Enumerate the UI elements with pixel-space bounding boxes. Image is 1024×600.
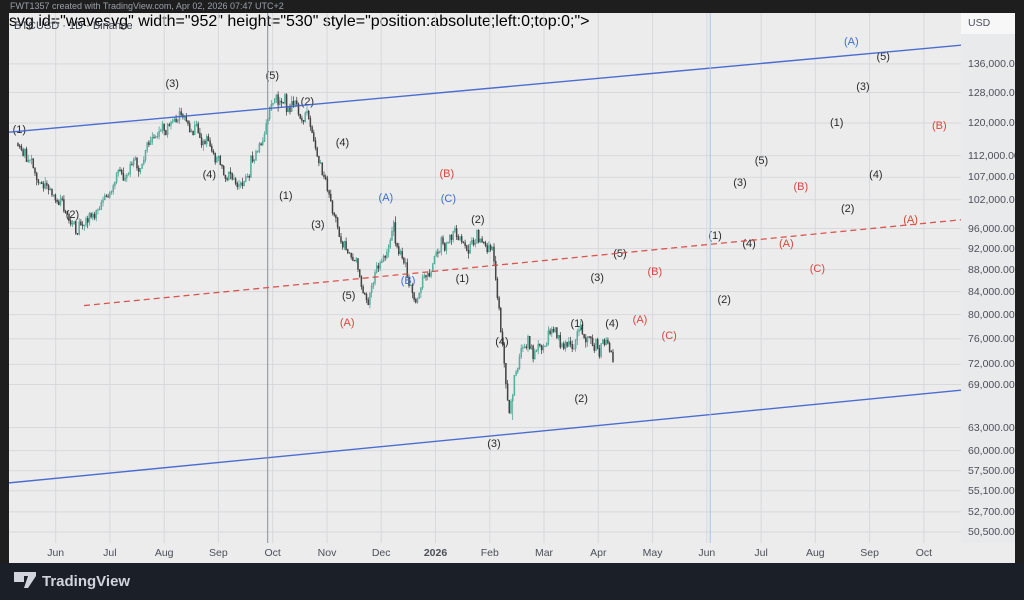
svg-text:TradingView: TradingView <box>42 573 130 590</box>
